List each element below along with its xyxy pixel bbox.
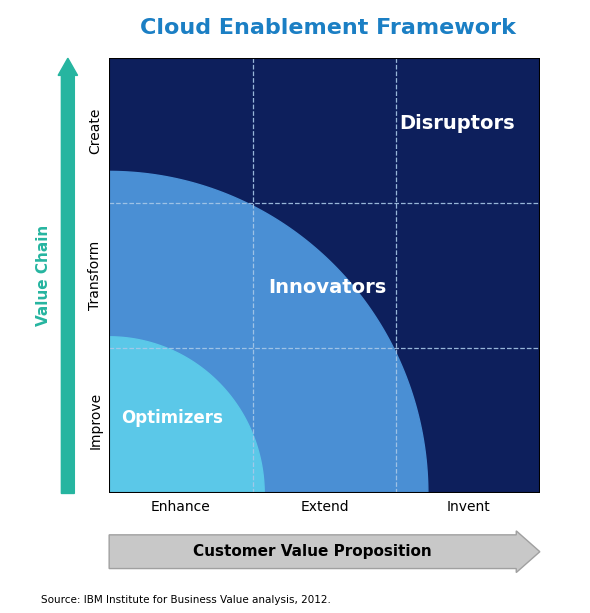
Polygon shape — [109, 337, 264, 493]
Text: Innovators: Innovators — [268, 278, 386, 297]
Text: Source: IBM Institute for Business Value analysis, 2012.: Source: IBM Institute for Business Value… — [41, 595, 331, 604]
FancyArrow shape — [109, 531, 540, 573]
FancyArrow shape — [58, 58, 78, 493]
Text: Cloud Enablement Framework: Cloud Enablement Framework — [139, 18, 516, 37]
Text: Optimizers: Optimizers — [122, 409, 223, 427]
Text: Customer Value Proposition: Customer Value Proposition — [194, 544, 432, 559]
Text: Value Chain: Value Chain — [35, 225, 51, 327]
Polygon shape — [109, 172, 428, 493]
Text: Disruptors: Disruptors — [399, 114, 514, 133]
